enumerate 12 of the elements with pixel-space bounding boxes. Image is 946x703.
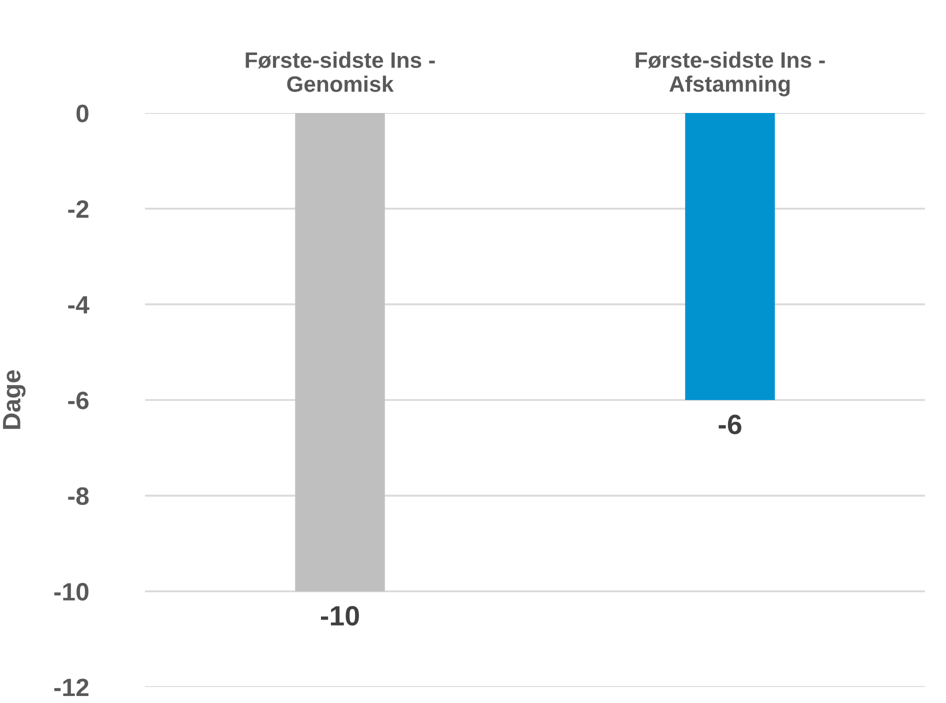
y-tick-label: -2 [68,200,88,218]
data-label: -10 [321,606,359,626]
y-tick-label: -8 [68,487,89,505]
y-axis-title: Dage [3,370,26,429]
data-label: -6 [718,414,742,434]
y-tick-label: -4 [68,296,90,314]
x-tick-label: Første-sidste Ins - Afstamning [636,52,825,96]
y-tick-label: -6 [68,392,89,410]
y-tick-label: -10 [54,582,88,601]
y-tick-label: -12 [54,678,88,696]
y-tick-label: 0 [76,104,88,122]
x-tick-label: Første-sidste Ins - Genomisk [246,52,435,92]
